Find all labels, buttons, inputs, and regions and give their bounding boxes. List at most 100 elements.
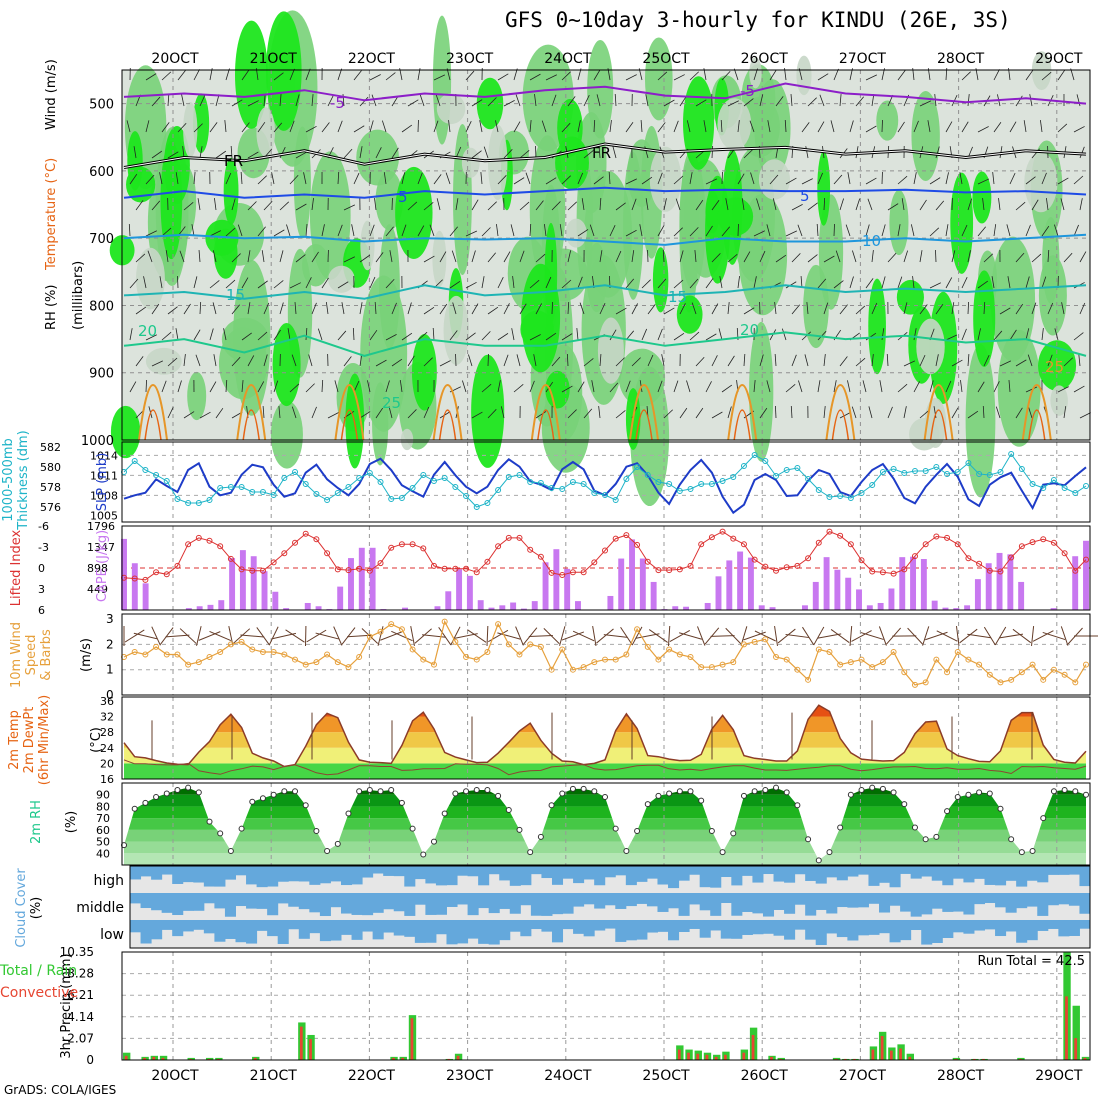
rh-point [1029,847,1036,854]
wind-barb [533,354,537,367]
cloud-bar [805,893,817,916]
wind-barb [849,625,853,647]
wind-barb [774,626,778,646]
wind-barb [959,172,963,185]
rh-patch-high [683,76,715,170]
wind-barb [625,229,637,237]
thickness-point [826,494,833,500]
cloud-bar [478,920,490,944]
wind-point [815,646,822,653]
cloud-bar [551,866,564,885]
precip-conv-bar [1065,996,1068,1060]
temp-label: 2m Temp 2m DewPt (6hr Min/Max) [7,695,52,785]
rh-patch [990,236,1036,362]
wind-point [623,651,630,658]
li-point [719,528,726,535]
wind-barb [833,380,837,393]
thickness-point [602,492,608,498]
cape-bar [726,560,733,610]
wind-barb [439,251,447,263]
wind-barb [1025,69,1034,81]
cloud-bar [710,920,722,931]
cloud-bar [752,893,764,914]
wind-barb [513,384,524,393]
wind-point [719,661,726,668]
li-point [153,569,160,576]
wind-barb [784,119,787,133]
wind-barb [663,99,675,107]
cloud-bar [625,920,637,941]
wind-barb [529,334,541,341]
wind-barb [240,172,243,185]
rh-point [762,787,769,794]
cloud-bar [541,893,553,916]
cloud-bar [1079,866,1091,887]
cloud-bar [193,866,205,883]
cloud-bar [414,893,426,905]
wind-barb [193,329,201,341]
rh-label: RH (%) [44,285,59,330]
li-tick: -3 [38,541,49,554]
wind-barb [401,332,413,341]
cloud-bar [161,866,173,875]
thickness-label: 1000-500mb Thickness (dm) [1,430,31,530]
wind-barb [982,405,985,419]
cloud-bar [1068,866,1080,875]
panel-frame [129,865,1091,949]
wind-barb [593,119,596,133]
wind-label: 10m Wind Speed & Barbs [9,622,54,688]
wind-barb [519,250,525,263]
wind-barb [865,224,870,237]
cape-tick: 449 [87,583,108,596]
wind-barb [183,411,195,419]
cape-bar [1083,540,1089,610]
cloud-bar [520,920,532,937]
cloud-bar [246,920,258,944]
wind-barb [1073,175,1084,185]
cloud-bar [752,920,764,935]
cloud-bar [425,893,437,915]
slp-series [123,457,1087,515]
rh-tick: 60 [96,824,110,837]
thickness-point [334,490,341,496]
wind-barb [1025,224,1031,237]
wind-barb [199,146,203,159]
slp-tick: 1005 [90,509,118,522]
wind-point [944,669,951,676]
wind-barb [647,249,649,263]
cloud-bar [457,866,469,876]
wind-barb [631,198,637,211]
wind-barb [998,198,1001,211]
precip-conv-label: Convective [0,985,78,1001]
cloud-bar [151,920,163,940]
li-point [623,532,630,539]
li-point [591,559,598,566]
wind-barb [198,250,201,263]
wind-tick: 1 [106,663,114,677]
wind-barb [383,172,387,185]
wind-barb [179,250,185,263]
cloud-bar [720,893,732,904]
wind-barb [257,381,265,393]
wind-barb [1025,276,1030,289]
thickness-tick: 580 [40,461,61,474]
wind-barb [823,406,826,419]
wind-barb [289,383,300,393]
cape-bar [964,605,971,610]
wind-barb [1079,198,1083,211]
li-point [292,539,299,546]
wind-barb [375,359,387,367]
cloud-bar [952,866,964,879]
wind-barb [399,380,403,393]
wind-barb [967,410,979,419]
wind-barb [668,625,671,647]
x-tick-label-bottom: 21OCT [250,1068,298,1084]
cloud-bar [910,893,922,917]
cloud-bar [784,893,796,914]
wind-point [762,636,769,643]
precip-conv-bar [1074,1038,1078,1060]
cloud-bar [393,920,405,936]
wind-barb [1031,253,1042,263]
